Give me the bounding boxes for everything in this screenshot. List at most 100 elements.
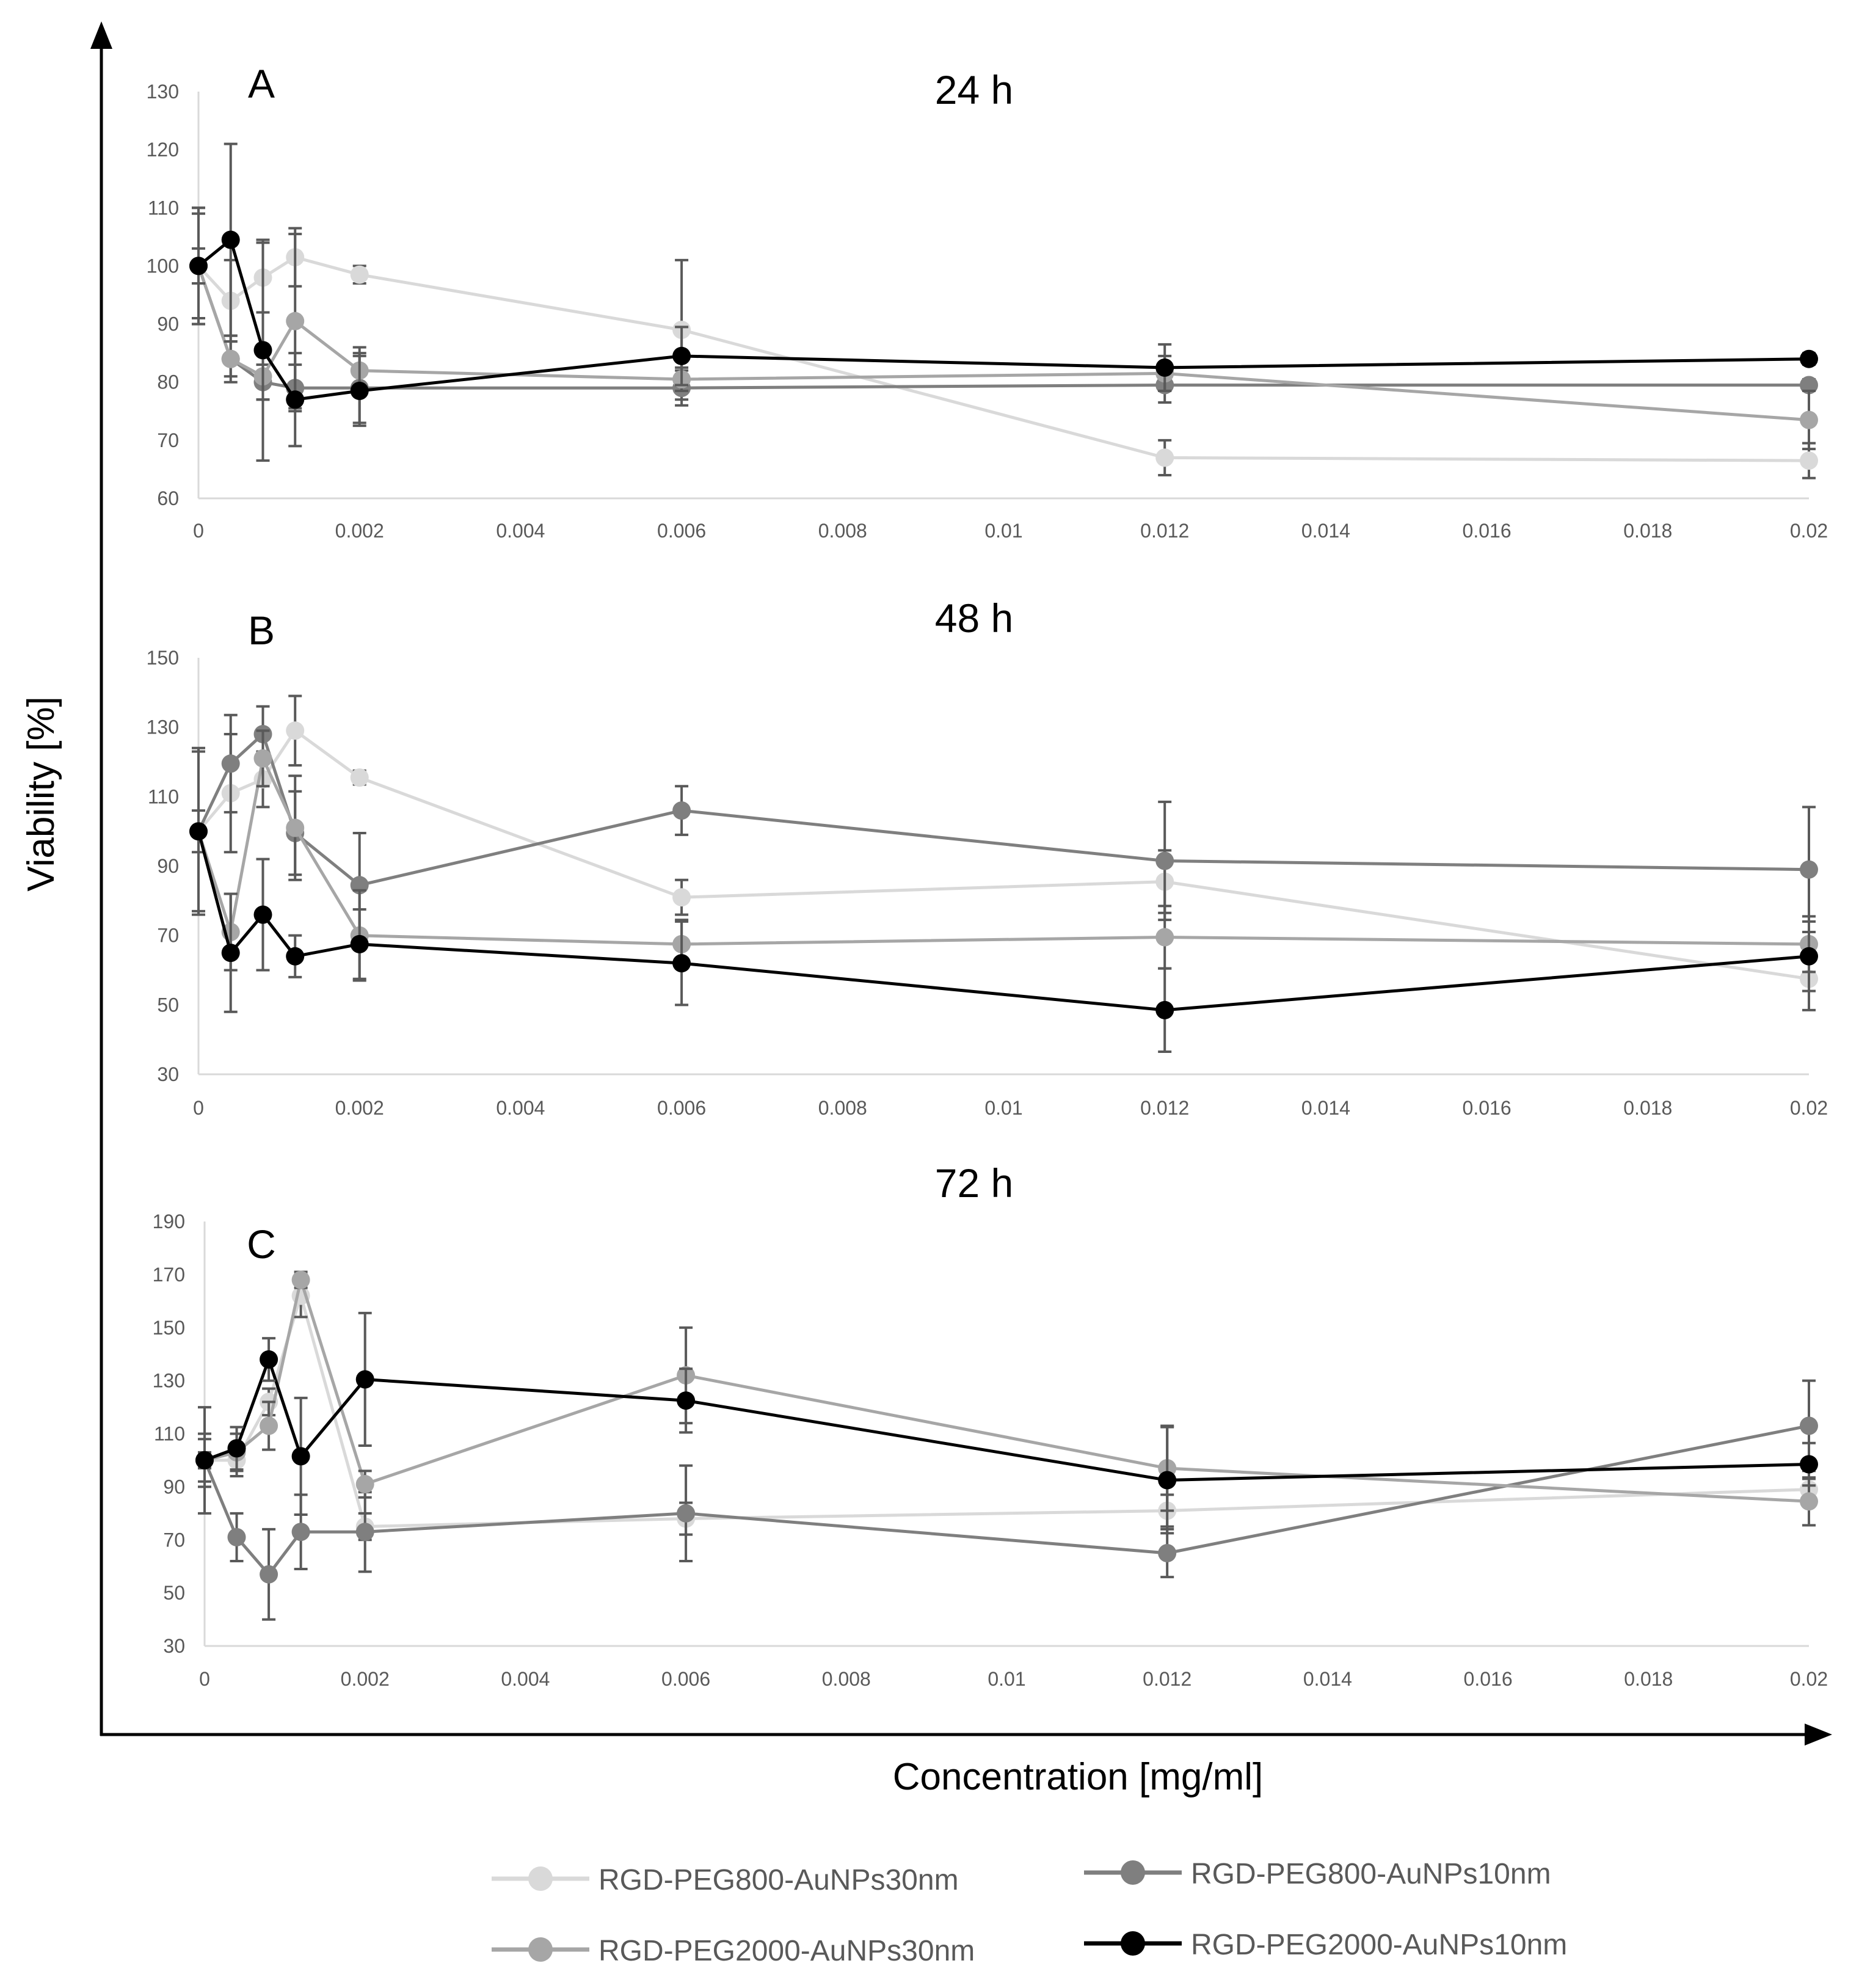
data-point — [221, 754, 240, 773]
data-point — [195, 1451, 214, 1469]
data-point — [1800, 410, 1818, 429]
data-point — [672, 801, 691, 820]
legend-marker — [528, 1866, 553, 1891]
data-point — [1155, 358, 1174, 377]
data-point — [221, 944, 240, 963]
legend-label: RGD-PEG800-AuNPs30nm — [598, 1864, 959, 1896]
data-point — [286, 390, 305, 409]
panel-label: A — [248, 61, 275, 106]
y-tick-label: 110 — [148, 785, 179, 807]
x-tick-label: 0.014 — [1301, 520, 1350, 542]
legend-label: RGD-PEG2000-AuNPs10nm — [1191, 1929, 1567, 1961]
y-tick-label: 30 — [163, 1635, 185, 1657]
x-tick-label: 0.018 — [1623, 520, 1672, 542]
y-tick-label: 120 — [147, 139, 179, 161]
x-tick-label: 0 — [199, 1668, 210, 1690]
outer-x-axis-arrow — [1805, 1724, 1832, 1746]
x-tick-label: 0.018 — [1623, 1097, 1672, 1119]
data-point — [1800, 947, 1818, 966]
legend-entry-peg800-30nm: RGD-PEG800-AuNPs30nm — [492, 1864, 959, 1896]
data-point — [1800, 860, 1818, 879]
data-point — [260, 1416, 278, 1435]
legend-marker — [1121, 1931, 1145, 1956]
series-rgd-peg2000-aunps10nm — [189, 822, 1818, 1054]
y-tick-label: 90 — [157, 855, 179, 877]
data-point — [355, 1523, 374, 1542]
y-tick-label: 190 — [153, 1211, 185, 1232]
series-line — [197, 732, 1810, 887]
y-tick-label: 50 — [163, 1582, 185, 1604]
data-point — [1155, 448, 1174, 467]
legend: RGD-PEG800-AuNPs30nm RGD-PEG800-AuNPs10n… — [492, 1858, 1567, 1967]
x-tick-label: 0.02 — [1790, 1668, 1828, 1690]
data-point — [672, 346, 691, 365]
data-point — [286, 311, 305, 330]
data-point — [350, 768, 369, 787]
y-tick-label: 80 — [157, 371, 179, 393]
legend-entry-peg800-10nm: RGD-PEG800-AuNPs10nm — [1084, 1858, 1551, 1890]
data-point — [253, 905, 272, 924]
series-line — [204, 1278, 1810, 1503]
data-point — [1155, 851, 1174, 870]
data-point — [291, 1447, 310, 1466]
data-point — [1800, 451, 1818, 470]
x-tick-label: 0 — [193, 1097, 204, 1119]
y-tick-label: 130 — [147, 716, 179, 738]
data-point — [227, 1439, 246, 1458]
series-rgd-peg2000-aunps10nm — [195, 1311, 1818, 1535]
data-point — [189, 822, 208, 841]
panel-label: C — [247, 1222, 276, 1267]
data-point — [1155, 1000, 1174, 1019]
legend-marker — [1121, 1860, 1145, 1885]
data-point — [672, 954, 691, 973]
data-point — [189, 257, 208, 275]
series-line — [197, 265, 1809, 390]
x-tick-label: 0.01 — [984, 1097, 1022, 1119]
data-point — [355, 1475, 374, 1493]
series-line — [197, 255, 1810, 462]
y-tick-label: 90 — [163, 1476, 185, 1498]
y-tick-label: 60 — [157, 487, 179, 509]
data-point — [1158, 1544, 1177, 1562]
series-line — [197, 757, 1810, 946]
x-tick-label: 0.016 — [1463, 1097, 1512, 1119]
x-tick-label: 0.02 — [1790, 1097, 1828, 1119]
panel-c: 190 170 150 130 110 90 70 50 30 0 0.002 0.004 0.006 0… — [153, 1160, 1828, 1690]
panel-title: 24 h — [935, 67, 1013, 112]
y-tick-label: 150 — [153, 1317, 185, 1339]
x-tick-label: 0.02 — [1790, 520, 1828, 542]
x-tick-label: 0.008 — [822, 1668, 871, 1690]
series-rgd-peg800-aunps30nm — [189, 694, 1818, 1011]
x-tick-label: 0 — [193, 520, 204, 542]
x-tick-label: 0.014 — [1303, 1668, 1352, 1690]
series-rgd-peg2000-aunps30nm — [189, 206, 1818, 451]
y-tick-label: 70 — [163, 1529, 185, 1551]
y-tick-label: 150 — [147, 647, 179, 669]
data-point — [227, 1527, 246, 1546]
x-tick-label: 0.002 — [335, 520, 384, 542]
series-line — [197, 831, 1810, 1012]
x-tick-label: 0.012 — [1143, 1668, 1191, 1690]
data-point — [260, 1350, 278, 1369]
x-tick-label: 0.008 — [818, 520, 867, 542]
y-tick-label: 130 — [147, 81, 179, 103]
y-tick-label: 30 — [157, 1063, 179, 1085]
series-rgd-peg800-aunps10nm — [189, 212, 1818, 424]
panel-title: 48 h — [935, 595, 1013, 641]
x-tick-label: 0.004 — [501, 1668, 550, 1690]
legend-entry-peg2000-30nm: RGD-PEG2000-AuNPs30nm — [492, 1935, 975, 1967]
data-point — [286, 947, 305, 966]
x-tick-label: 0.014 — [1301, 1097, 1350, 1119]
x-tick-label: 0.006 — [657, 520, 706, 542]
series-line — [203, 1424, 1810, 1576]
x-tick-label: 0.006 — [661, 1668, 710, 1690]
x-tick-label: 0.01 — [988, 1668, 1025, 1690]
data-point — [286, 721, 305, 740]
x-axis-title: Concentration [mg/ml] — [893, 1756, 1263, 1798]
y-tick-label: 110 — [148, 197, 179, 219]
data-point — [260, 1565, 278, 1584]
chart-panels: 130 120 110 100 90 80 70 60 0 0.002 0.004 0.006 0.00… — [147, 61, 1828, 1690]
data-point — [1800, 1416, 1818, 1435]
x-tick-label: 0.004 — [496, 1097, 545, 1119]
